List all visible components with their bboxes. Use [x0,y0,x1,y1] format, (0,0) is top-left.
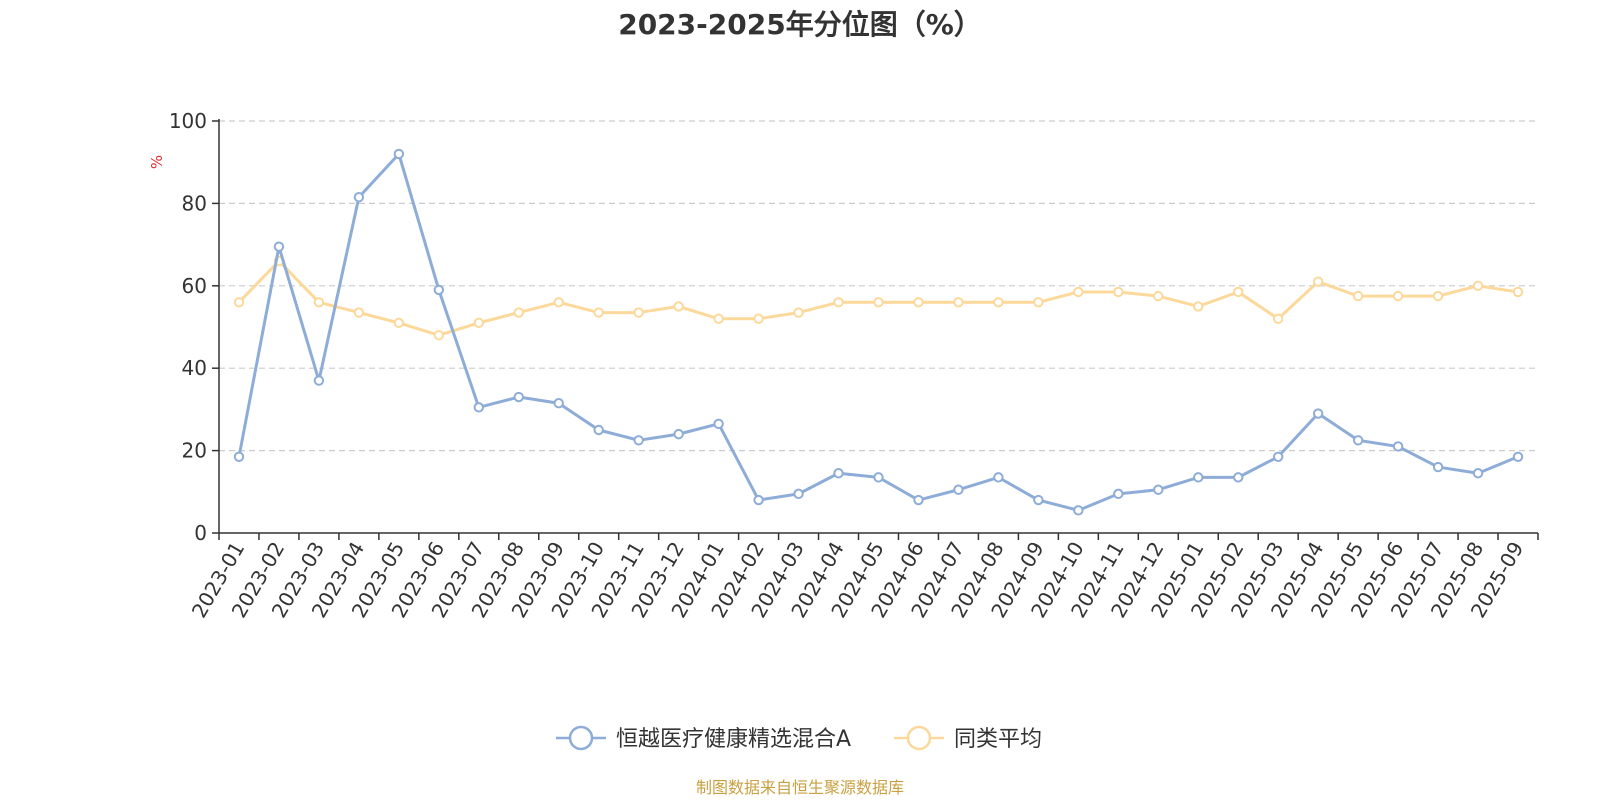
axes: 0204060801002023-012023-022023-032023-04… [169,109,1539,622]
data-point[interactable] [473,317,485,329]
data-point[interactable] [1073,286,1084,298]
data-point[interactable] [793,488,804,500]
data-point[interactable] [633,307,644,318]
data-point[interactable] [1033,297,1044,308]
data-point[interactable] [233,297,245,308]
data-point[interactable] [993,297,1004,308]
data-point[interactable] [553,297,564,308]
source-note: 制图数据来自恒生聚源数据库 [696,778,904,797]
data-point[interactable] [393,148,405,160]
data-point[interactable] [833,297,844,308]
data-point[interactable] [1392,290,1404,302]
data-point[interactable] [1272,451,1284,462]
data-point[interactable] [753,494,764,506]
data-point[interactable] [1153,290,1164,302]
legend-item-1[interactable]: 同类平均 [894,725,1042,752]
y-tick-label: 40 [182,356,207,380]
data-point[interactable] [513,307,524,318]
data-point[interactable] [393,317,405,329]
data-point[interactable] [1193,472,1204,483]
data-point[interactable] [433,284,445,296]
data-point[interactable] [673,428,684,440]
y-tick-label: 80 [182,191,207,215]
data-point[interactable] [313,375,325,386]
data-point[interactable] [1113,488,1124,500]
data-point[interactable] [1312,408,1324,419]
data-point[interactable] [633,435,644,446]
legend-marker [906,725,932,751]
data-point[interactable] [753,313,764,324]
data-point[interactable] [833,468,844,479]
series-layer [233,148,1524,516]
data-point[interactable] [713,418,724,430]
data-point[interactable] [913,297,924,308]
data-point[interactable] [913,494,924,506]
data-point[interactable] [553,398,564,409]
y-tick-label: 100 [169,109,207,133]
data-point[interactable] [433,330,445,341]
y-tick-label: 60 [182,274,207,298]
data-point[interactable] [873,472,884,483]
y-tick-label: 0 [194,521,207,545]
data-point[interactable] [1472,280,1484,291]
data-point[interactable] [953,297,964,308]
data-point[interactable] [1392,441,1404,452]
data-point[interactable] [1193,301,1204,312]
data-point[interactable] [353,192,365,203]
legend-label: 同类平均 [954,727,1042,752]
data-point[interactable] [953,484,964,495]
chart-title: 2023-2025年分位图（%） [618,8,982,41]
data-point[interactable] [1352,435,1364,446]
data-point[interactable] [1512,451,1524,462]
data-point[interactable] [353,307,365,318]
series-0 [233,148,1524,516]
data-point[interactable] [673,301,684,312]
series-1 [233,255,1524,341]
legend[interactable]: 恒越医疗健康精选混合A 同类平均 [556,725,1042,752]
y-axis-unit-label: % [148,155,166,169]
data-point[interactable] [1233,472,1244,483]
data-point[interactable] [473,402,485,413]
data-point[interactable] [313,297,325,308]
data-point[interactable] [593,424,604,436]
data-point[interactable] [1432,290,1444,302]
data-point[interactable] [873,297,884,308]
data-point[interactable] [513,391,524,403]
data-point[interactable] [1472,468,1484,479]
grid-lines [219,120,1538,452]
legend-item-0[interactable]: 恒越医疗健康精选混合A [556,725,851,752]
y-tick-label: 20 [182,439,207,463]
data-point[interactable] [993,472,1004,483]
data-point[interactable] [1272,313,1284,324]
data-point[interactable] [713,313,724,324]
legend-label: 恒越医疗健康精选混合A [616,727,851,752]
data-point[interactable] [1113,286,1124,298]
data-point[interactable] [1312,276,1324,287]
data-point[interactable] [793,307,804,318]
data-point[interactable] [593,307,604,318]
legend-marker [568,725,594,751]
data-point[interactable] [1033,494,1044,506]
data-point[interactable] [1352,290,1364,302]
data-point[interactable] [1073,505,1084,516]
data-point[interactable] [1233,286,1244,298]
data-point[interactable] [1512,286,1524,298]
data-point[interactable] [273,241,285,252]
data-point[interactable] [1153,484,1164,495]
data-point[interactable] [1432,461,1444,473]
data-point[interactable] [233,451,245,462]
